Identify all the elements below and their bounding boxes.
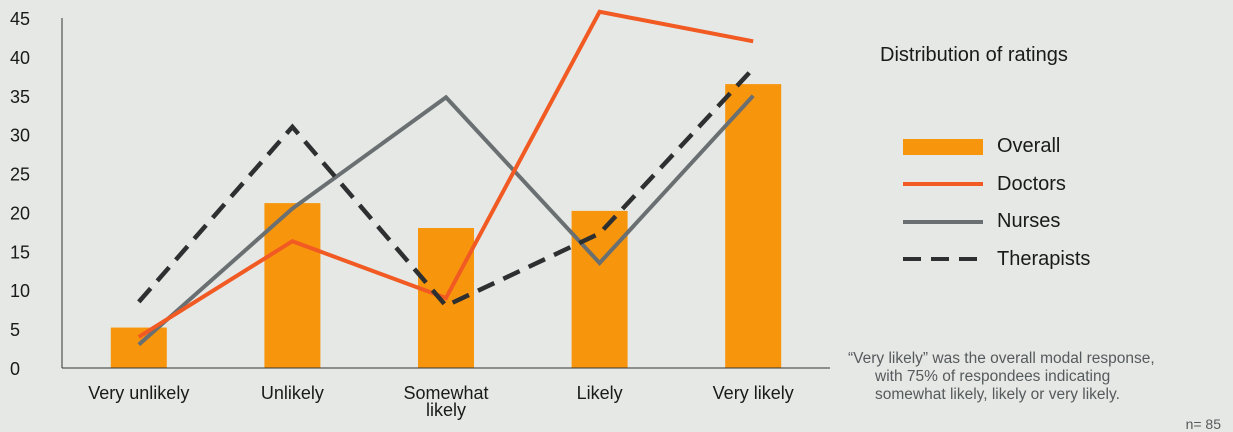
x-tick-label-line: likely — [426, 400, 466, 420]
legend-item-doctors: Doctors — [903, 166, 1090, 204]
legend-label-nurses: Nurses — [997, 210, 1061, 233]
y-tick-label: 40 — [10, 48, 30, 68]
legend-item-therapists: Therapists — [903, 241, 1090, 279]
note-line: “Very likely” was the overall modal resp… — [848, 350, 1155, 367]
legend-item-overall: Overall — [903, 128, 1090, 166]
legend-label-doctors: Doctors — [997, 172, 1066, 195]
x-tick-label-line: Very likely — [713, 383, 794, 403]
ratings-chart: 0 5 10 15 20 25 30 35 40 45 Very unlikely Unlikely… — [10, 9, 830, 420]
y-tick-label: 35 — [10, 87, 30, 107]
note-line: somewhat likely, likely or very likely. — [875, 386, 1120, 403]
y-tick-label: 0 — [10, 359, 20, 379]
legend-title: Distribution of ratings — [880, 44, 1068, 66]
note-line: with 75% of respondees indicating — [875, 368, 1111, 385]
line-therapists — [137, 67, 755, 309]
x-tick-label: Unlikely — [261, 383, 324, 403]
legend: Overall Doctors Nurses Therapists — [903, 128, 1090, 278]
y-tick-label: 15 — [10, 242, 30, 262]
x-tick-label-line: Likely — [577, 383, 623, 403]
y-tick-label: 20 — [10, 203, 30, 223]
bar-very-likely — [725, 84, 782, 368]
x-axis-labels: Very unlikely Unlikely Somewhat likely Likel… — [88, 383, 793, 420]
bar-very-unlikely — [110, 327, 167, 368]
y-tick-label: 5 — [10, 320, 20, 340]
sample-size-label: n= 85 — [1185, 416, 1221, 432]
legend-swatch-nurses — [903, 213, 983, 231]
x-tick-label: Very likely — [713, 383, 794, 403]
x-tick-label: Somewhat likely — [403, 383, 488, 420]
x-tick-label: Likely — [577, 383, 623, 403]
bar-unlikely — [264, 203, 321, 368]
x-tick-label-line: Somewhat — [403, 383, 488, 403]
y-tick-label: 25 — [10, 165, 30, 185]
y-tick-label: 30 — [10, 126, 30, 146]
y-axis-ticks: 0 5 10 15 20 25 30 35 40 45 — [10, 9, 30, 379]
legend-swatch-therapists — [903, 250, 983, 268]
x-tick-label-line: Very unlikely — [88, 383, 189, 403]
legend-swatch-doctors — [903, 175, 983, 193]
line-nurses — [137, 94, 755, 347]
x-tick-label: Very unlikely — [88, 383, 189, 403]
y-tick-label: 45 — [10, 9, 30, 29]
y-tick-label: 10 — [10, 281, 30, 301]
line-doctors — [137, 9, 754, 339]
series-lines — [137, 9, 755, 347]
legend-label-overall: Overall — [997, 135, 1061, 158]
chart-note: “Very likely” was the overall modal resp… — [848, 350, 1228, 404]
x-tick-label-line: Unlikely — [261, 383, 324, 403]
legend-swatch-overall — [903, 138, 983, 155]
overall-bars — [110, 84, 782, 368]
bar-likely — [571, 210, 628, 368]
legend-label-therapists: Therapists — [997, 247, 1091, 270]
legend-item-nurses: Nurses — [903, 203, 1090, 241]
